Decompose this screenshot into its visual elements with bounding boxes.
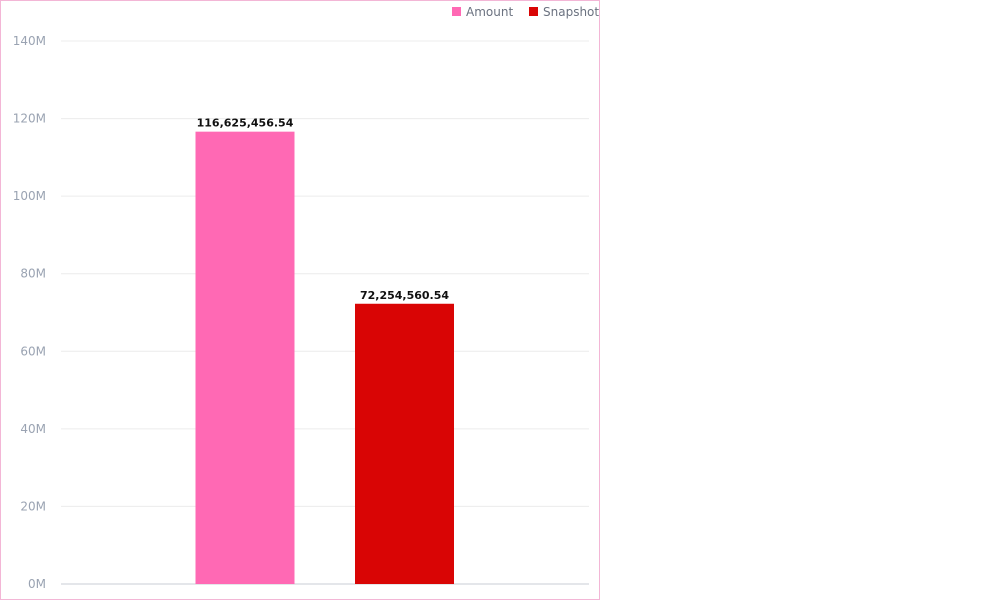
y-tick-label: 0M <box>28 577 46 591</box>
legend-label-snapshot[interactable]: Snapshot <box>543 5 599 19</box>
bar-chart: 0M 20M 40M 60M 80M 100M 120M 140M 116,625,456.54… <box>13 5 599 591</box>
bar-amount[interactable] <box>195 131 295 584</box>
data-label: 72,254,560.54 <box>360 289 449 302</box>
chart-container: 0M 20M 40M 60M 80M 100M 120M 140M 116,625,456.54… <box>0 0 600 600</box>
y-tick-label: 120M <box>13 112 46 126</box>
legend-swatch-amount[interactable] <box>452 7 461 16</box>
bar-snapshot[interactable] <box>355 303 454 584</box>
y-tick-label: 80M <box>20 267 46 281</box>
y-tick-label: 100M <box>13 189 46 203</box>
y-tick-label: 140M <box>13 34 46 48</box>
y-tick-label: 40M <box>20 422 46 436</box>
y-tick-label: 60M <box>20 344 46 358</box>
legend-label-amount[interactable]: Amount <box>466 5 513 19</box>
data-label: 116,625,456.54 <box>197 117 294 130</box>
legend-swatch-snapshot[interactable] <box>529 7 538 16</box>
y-tick-label: 20M <box>20 499 46 513</box>
